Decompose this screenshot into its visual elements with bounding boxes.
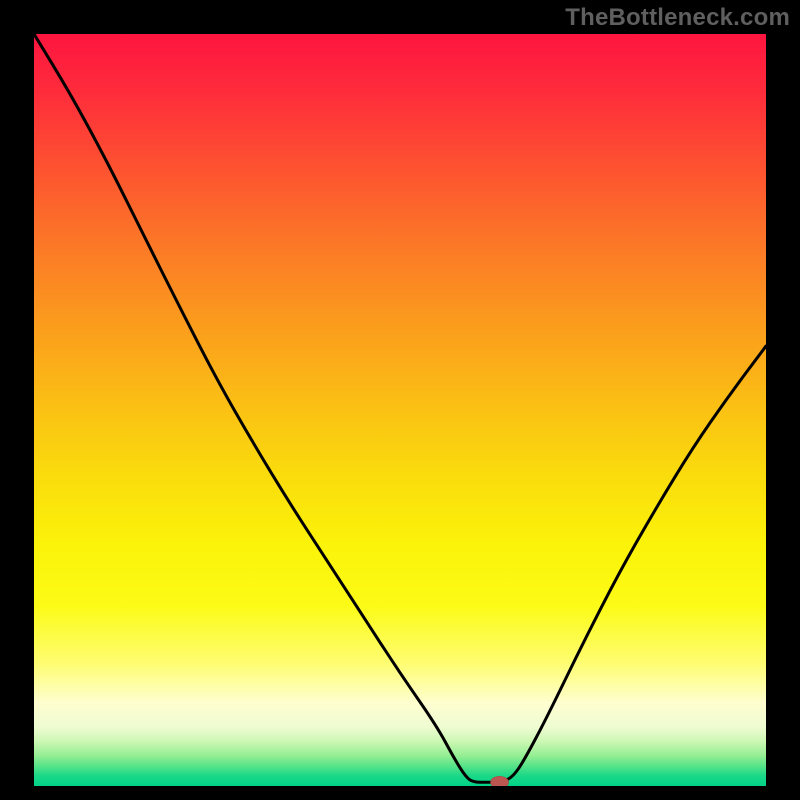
watermark-text: TheBottleneck.com — [565, 4, 790, 32]
bottleneck-curve — [34, 34, 766, 782]
optimal-point-marker — [491, 776, 509, 786]
plot-border — [34, 34, 766, 786]
image-frame: TheBottleneck.com — [0, 0, 800, 800]
plot-area — [34, 34, 766, 786]
bottleneck-curve-layer — [34, 34, 766, 786]
